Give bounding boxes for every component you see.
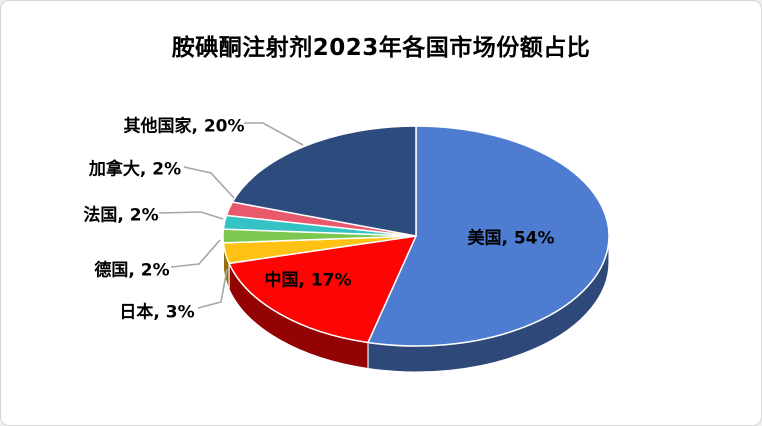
leader-line-加拿大 (183, 166, 235, 199)
leader-line-法国 (158, 211, 224, 220)
chart-title: 胺碘酮注射剂2023年各国市场份额占比 (171, 35, 591, 61)
leader-line-德国 (170, 239, 221, 268)
pie-slice-美国 (367, 125, 610, 347)
pie-slice-中国 (228, 235, 417, 344)
slice-label-法国: 法国, 2% (83, 205, 159, 226)
slice-label-加拿大: 加拿大, 2% (88, 159, 182, 180)
slice-label-德国: 德国, 2% (94, 260, 170, 281)
slice-label-其他国家: 其他国家, 20% (123, 116, 245, 137)
slice-label-中国: 中国, 17% (264, 270, 352, 291)
slice-label-美国: 美国, 54% (467, 228, 555, 249)
pie-slice-其他国家 (231, 125, 417, 237)
leader-line-日本 (197, 268, 228, 309)
leader-line-其他国家 (244, 122, 304, 146)
slice-label-日本: 日本, 3% (119, 302, 195, 323)
